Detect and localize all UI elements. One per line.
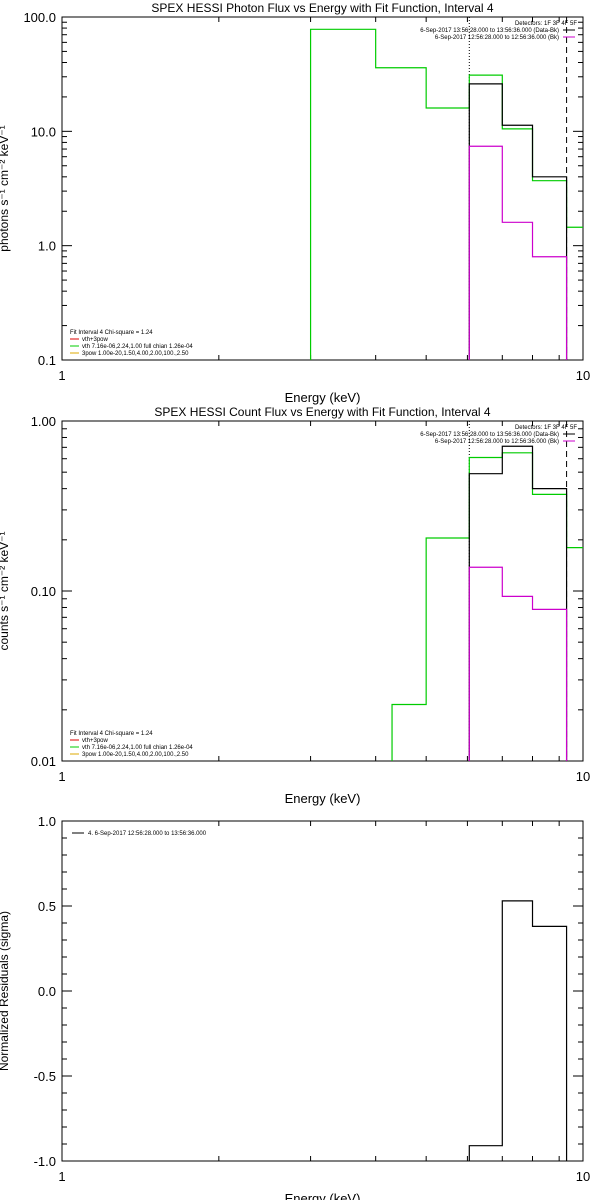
x-tick-label: 1	[58, 368, 65, 383]
y-tick-label: 10.0	[31, 124, 56, 139]
y-tick-label: -0.5	[34, 1069, 56, 1084]
legend-fit: Fit Interval 4 Chi-square = 1.24vth+3pow…	[70, 731, 193, 758]
legend-top: Detectors: 1F 3F 4F 5F6-Sep-2017 13:56:2…	[420, 21, 577, 41]
x-tick-label: 1	[58, 769, 65, 784]
y-axis: 0.01 0.10 1.00 counts s⁻¹ cm⁻² keV⁻¹	[0, 414, 583, 769]
series-group	[468, 900, 568, 1161]
legend-top: 4. 6-Sep-2017 12:56:28.000 to 13:56:36.0…	[72, 831, 207, 837]
series-model-histogram	[309, 28, 583, 360]
y-axis-label: photons s⁻¹ cm⁻² keV⁻¹	[0, 125, 11, 251]
y-tick-label: 1.00	[31, 414, 56, 429]
fit-legend-entry: vth 7.16e-06,2.24,1.00 full chian 1.26e-…	[82, 745, 193, 751]
plot-panel-3: 1 10 Energy (keV) -1.0 -0.5 0.0 0.5 1.0 Normaliz…	[0, 814, 590, 1200]
y-tick-label: 0.01	[31, 754, 56, 769]
legend-entry-label: 6-Sep-2017 13:56:28.000 to 13:56:36.000 …	[420, 28, 559, 34]
y-tick-label: 1.0	[38, 814, 56, 829]
legend-fit: Fit Interval 4 Chi-square = 1.24vth+3pow…	[70, 330, 193, 357]
series-group	[309, 28, 583, 360]
fit-legend-entry: vth+3pow	[82, 337, 109, 343]
y-axis: 0.1 1.0 10.0 100.0 photons s⁻¹ cm⁻² keV⁻¹	[0, 10, 583, 368]
fit-legend-entry: 3pow 1.00e-20,1.50,4.00,2.00,100.,2.50	[82, 752, 189, 758]
fit-legend-entry: vth 7.16e-06,2.24,1.00 full chian 1.26e-…	[82, 344, 193, 350]
x-axis: 1 10 Energy (keV)	[58, 821, 590, 1200]
plot-frame	[61, 16, 584, 361]
series-data-histogram	[468, 445, 568, 761]
y-axis-label: counts s⁻¹ cm⁻² keV⁻¹	[0, 531, 11, 650]
fit-legend-entry: vth+3pow	[82, 738, 109, 744]
y-axis: -1.0 -0.5 0.0 0.5 1.0 Normalized Residuals (s…	[0, 814, 583, 1169]
x-axis-label: Energy (keV)	[285, 791, 361, 806]
y-tick-label: 0.1	[38, 353, 56, 368]
x-tick-label: 10	[576, 368, 590, 383]
fit-legend-entry: 3pow 1.00e-20,1.50,4.00,2.00,100.,2.50	[82, 351, 189, 357]
y-tick-label: 1.0	[38, 239, 56, 254]
legend-header: Detectors: 1F 3F 4F 5F	[515, 21, 577, 27]
y-axis-label: Normalized Residuals (sigma)	[0, 911, 11, 1071]
x-tick-label: 1	[58, 1169, 65, 1184]
y-tick-label: 0.10	[31, 584, 56, 599]
series-group	[391, 445, 583, 761]
plot-title: SPEX HESSI Count Flux vs Energy with Fit…	[154, 405, 490, 419]
plot-frame	[61, 420, 584, 762]
series-residuals-histogram	[468, 900, 568, 1161]
x-axis-label: Energy (keV)	[285, 1191, 361, 1200]
series-background-histogram	[468, 566, 568, 761]
legend-entry-label: 4. 6-Sep-2017 12:56:28.000 to 13:56:36.0…	[88, 831, 207, 837]
legend-header: Detectors: 1F 3F 4F 5F	[515, 425, 577, 431]
x-tick-label: 10	[576, 769, 590, 784]
y-tick-label: -1.0	[34, 1154, 56, 1169]
legend-entry-label: 6-Sep-2017 12:56:28.000 to 12:56:36.000 …	[435, 35, 559, 41]
legend-entry-label: 6-Sep-2017 12:56:28.000 to 12:56:36.000 …	[435, 439, 559, 445]
fit-legend-header: Fit Interval 4 Chi-square = 1.24	[70, 731, 153, 737]
y-tick-label: 100.0	[23, 10, 56, 25]
plot-title: SPEX HESSI Photon Flux vs Energy with Fi…	[151, 1, 493, 15]
plot-frame	[61, 820, 584, 1162]
x-axis: 1 10 Energy (keV)	[58, 421, 590, 806]
x-axis: 1 10 Energy (keV)	[58, 17, 590, 405]
series-data-histogram	[468, 83, 568, 360]
fit-legend-header: Fit Interval 4 Chi-square = 1.24	[70, 330, 153, 336]
x-axis-label: Energy (keV)	[285, 390, 361, 405]
legend-entry-label: 6-Sep-2017 13:56:28.000 to 13:56:36.000 …	[420, 432, 559, 438]
x-tick-label: 10	[576, 1169, 590, 1184]
y-tick-label: 0.5	[38, 899, 56, 914]
y-tick-label: 0.0	[38, 984, 56, 999]
plot-panel-1: SPEX HESSI Photon Flux vs Energy with Fi…	[0, 1, 590, 405]
plot-panel-2: SPEX HESSI Count Flux vs Energy with Fit…	[0, 405, 590, 806]
legend-top: Detectors: 1F 3F 4F 5F6-Sep-2017 13:56:2…	[420, 425, 577, 445]
series-model-histogram	[391, 452, 583, 761]
series-background-histogram	[468, 145, 568, 360]
